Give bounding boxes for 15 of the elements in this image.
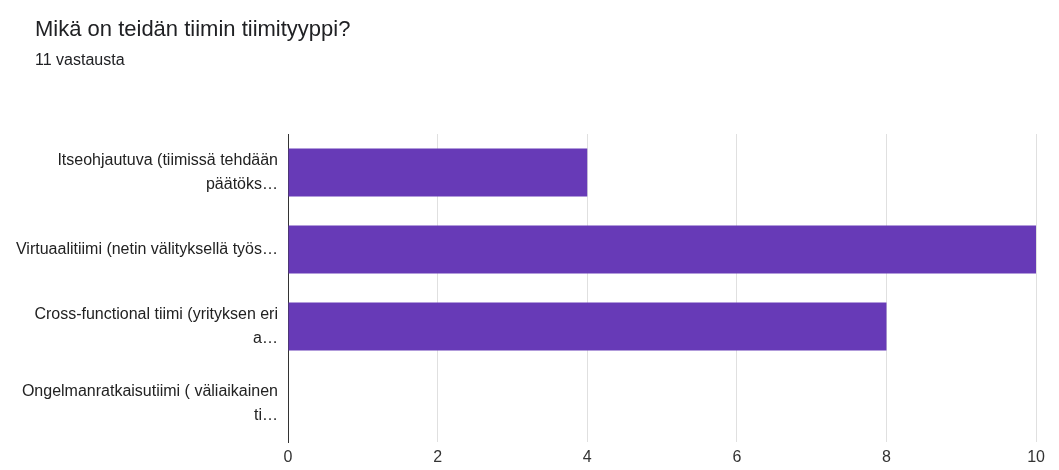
bar (288, 148, 588, 197)
bar (288, 225, 1037, 274)
y-tick-label: Itseohjautuva (tiimissä tehdään päätöks… (57, 150, 278, 192)
y-tick-label: Cross-functional tiimi (yrityksen eri a… (34, 304, 278, 346)
x-tick-label: 8 (882, 448, 892, 466)
chart-title: Mikä on teidän tiimin tiimityyppi? (35, 16, 351, 42)
y-tick-label: Ongelmanratkaisutiimi ( väliaikainen ti… (21, 381, 278, 423)
y-tick-label: Virtuaalitiimi (netin välityksellä työs… (15, 239, 278, 257)
x-tick-label: 0 (283, 448, 293, 466)
x-tick-label: 6 (732, 448, 742, 466)
x-tick-label: 4 (582, 448, 592, 466)
x-tick-label: 10 (1027, 448, 1046, 466)
text: 11 vastausta (35, 51, 125, 69)
x-tick-label: 2 (433, 448, 443, 466)
bar (288, 302, 887, 351)
